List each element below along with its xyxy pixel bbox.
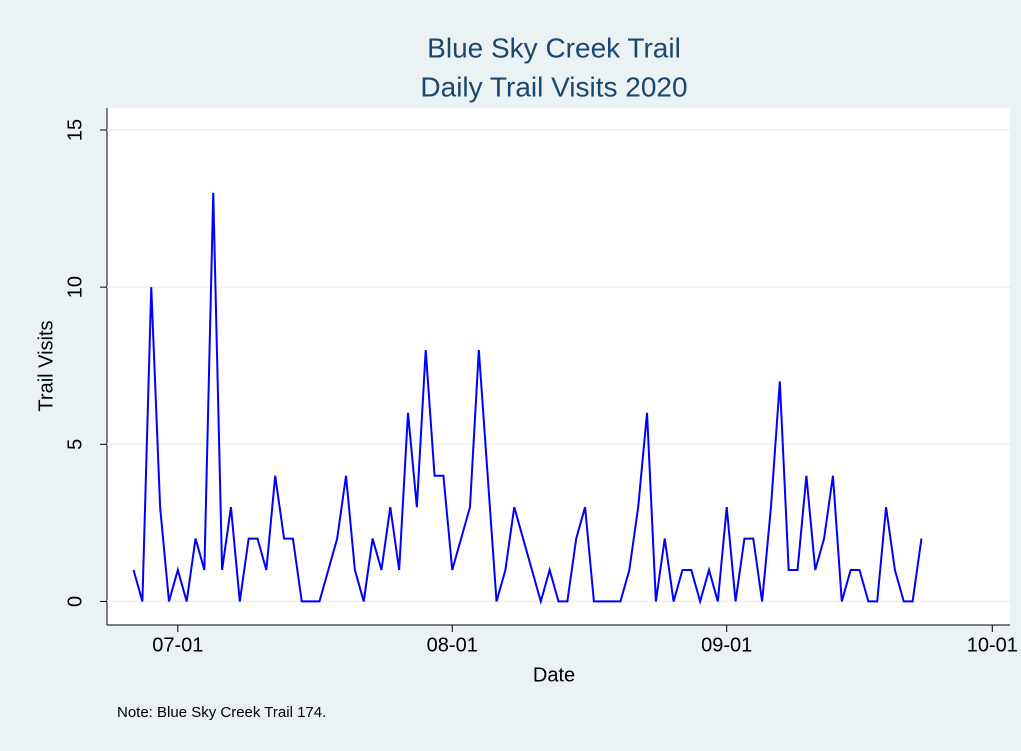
chart-title: Blue Sky Creek Trail — [427, 32, 681, 63]
data-line — [132, 192, 923, 606]
x-tick-label: 10-01 — [967, 634, 1018, 656]
x-axis-label: Date — [533, 664, 575, 686]
y-axis-label: Trail Visits — [35, 320, 57, 411]
y-tick-label: 0 — [64, 596, 86, 607]
x-tick-label: 08-01 — [427, 634, 478, 656]
note: Note: Blue Sky Creek Trail 174. — [117, 704, 326, 721]
plot-area — [107, 108, 1010, 625]
x-tick-label: 07-01 — [152, 634, 203, 656]
y-tick-label: 5 — [64, 439, 86, 450]
x-tick-label: 09-01 — [701, 634, 752, 656]
chart-subtitle: Daily Trail Visits 2020 — [420, 71, 687, 102]
y-tick-label: 15 — [64, 119, 86, 141]
y-tick-label: 10 — [64, 276, 86, 298]
